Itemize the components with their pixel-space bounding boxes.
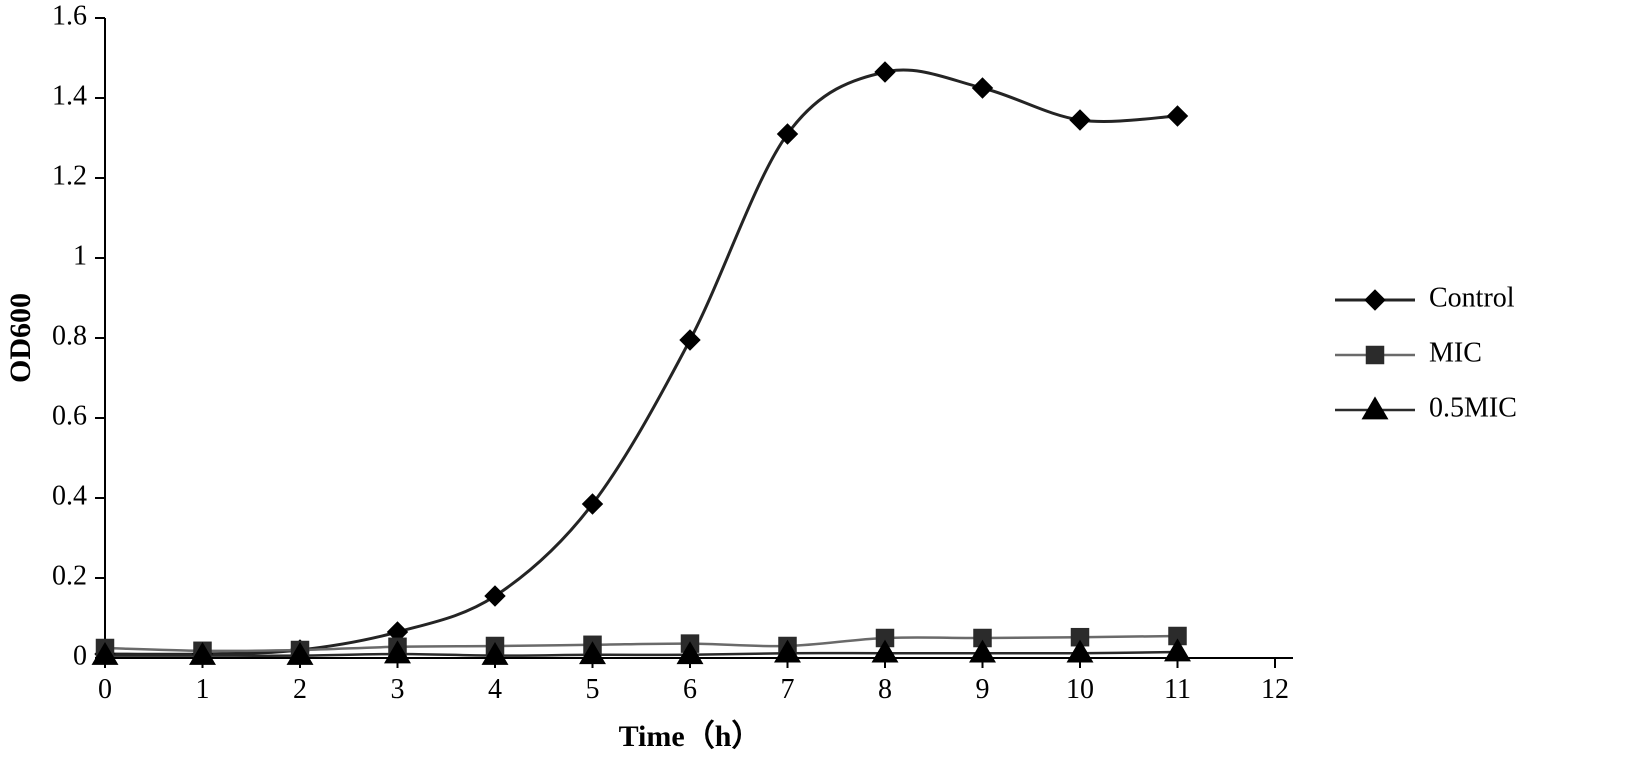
y-tick-label: 0.8 (52, 320, 87, 351)
x-axis-title: Time（h） (619, 719, 762, 753)
x-tick-label: 0 (98, 674, 112, 705)
y-tick-label: 0 (73, 640, 87, 671)
legend-label: 0.5MIC (1429, 392, 1517, 423)
x-tick-label: 5 (586, 674, 600, 705)
x-tick-label: 10 (1066, 674, 1094, 705)
x-tick-label: 7 (781, 674, 795, 705)
square-marker-icon (1366, 346, 1384, 364)
y-tick-label: 0.4 (52, 480, 87, 511)
y-tick-label: 0.6 (52, 400, 87, 431)
x-tick-label: 11 (1164, 674, 1191, 705)
y-tick-label: 1.2 (52, 160, 87, 191)
x-tick-label: 8 (878, 674, 892, 705)
y-tick-label: 1.6 (52, 0, 87, 31)
x-tick-label: 6 (683, 674, 697, 705)
x-tick-label: 9 (976, 674, 990, 705)
x-tick-label: 4 (488, 674, 502, 705)
growth-curve-chart: 00.20.40.60.811.21.41.60123456789101112T… (0, 0, 1625, 773)
chart-container: 00.20.40.60.811.21.41.60123456789101112T… (0, 0, 1625, 773)
y-axis-title: OD600 (4, 293, 37, 383)
x-tick-label: 3 (391, 674, 405, 705)
y-tick-label: 0.2 (52, 560, 87, 591)
y-tick-label: 1.4 (52, 80, 87, 111)
legend-label: MIC (1429, 337, 1482, 368)
x-tick-label: 2 (293, 674, 307, 705)
y-tick-label: 1 (73, 240, 87, 271)
x-tick-label: 12 (1261, 674, 1289, 705)
legend-label: Control (1429, 282, 1515, 313)
x-tick-label: 1 (196, 674, 210, 705)
